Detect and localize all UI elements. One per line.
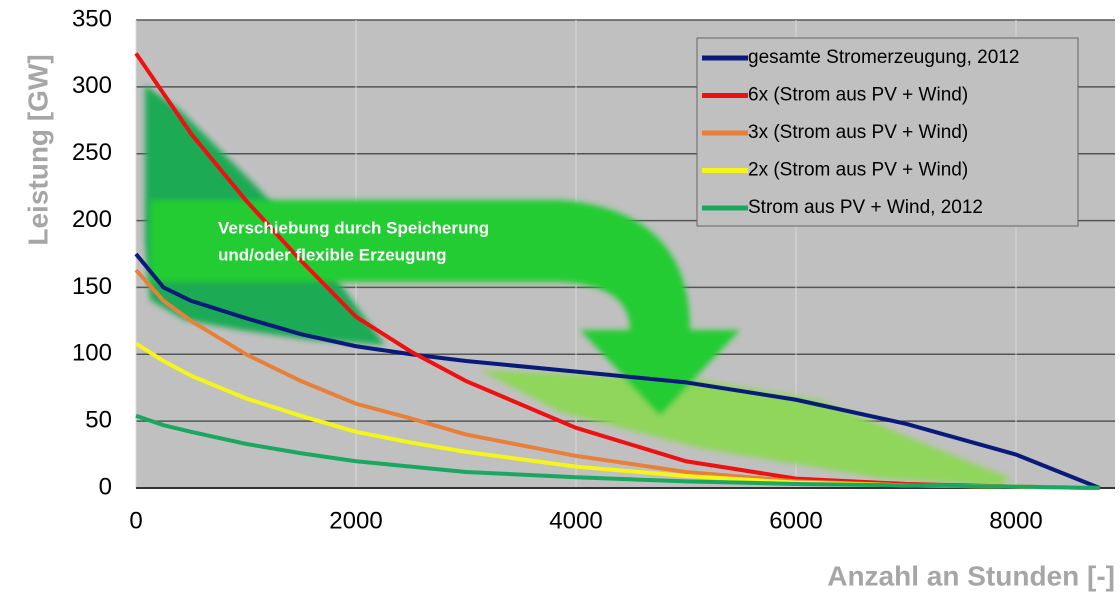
legend-label: gesamte Stromerzeugung, 2012 (748, 47, 1019, 68)
x-axis-title: Anzahl an Stunden [-] (827, 560, 1115, 591)
legend-label: 3x (Strom aus PV + Wind) (748, 122, 968, 143)
x-tick-label: 4000 (549, 507, 602, 534)
x-tick-label: 6000 (769, 507, 822, 534)
x-tick-label: 0 (129, 507, 142, 534)
y-tick-label: 0 (99, 473, 112, 500)
chart: Verschiebung durch Speicherung und/oder … (0, 0, 1120, 599)
x-tick-label: 2000 (329, 507, 382, 534)
legend-label: 2x (Strom aus PV + Wind) (748, 160, 968, 181)
y-tick-label: 200 (72, 206, 112, 233)
y-tick-label: 300 (72, 72, 112, 99)
y-tick-label: 50 (85, 406, 112, 433)
annotation: und/oder flexible Erzeugung (218, 245, 447, 264)
legend-label: Strom aus PV + Wind, 2012 (748, 197, 983, 218)
y-axis-title: Leistung [GW] (22, 54, 53, 245)
x-tick-label: 8000 (989, 507, 1042, 534)
y-tick-label: 250 (72, 139, 112, 166)
y-tick-label: 100 (72, 340, 112, 367)
legend-label: 6x (Strom aus PV + Wind) (748, 85, 968, 106)
y-tick-label: 350 (72, 5, 112, 32)
y-tick-label: 150 (72, 273, 112, 300)
annotation: Verschiebung durch Speicherung (218, 218, 489, 237)
